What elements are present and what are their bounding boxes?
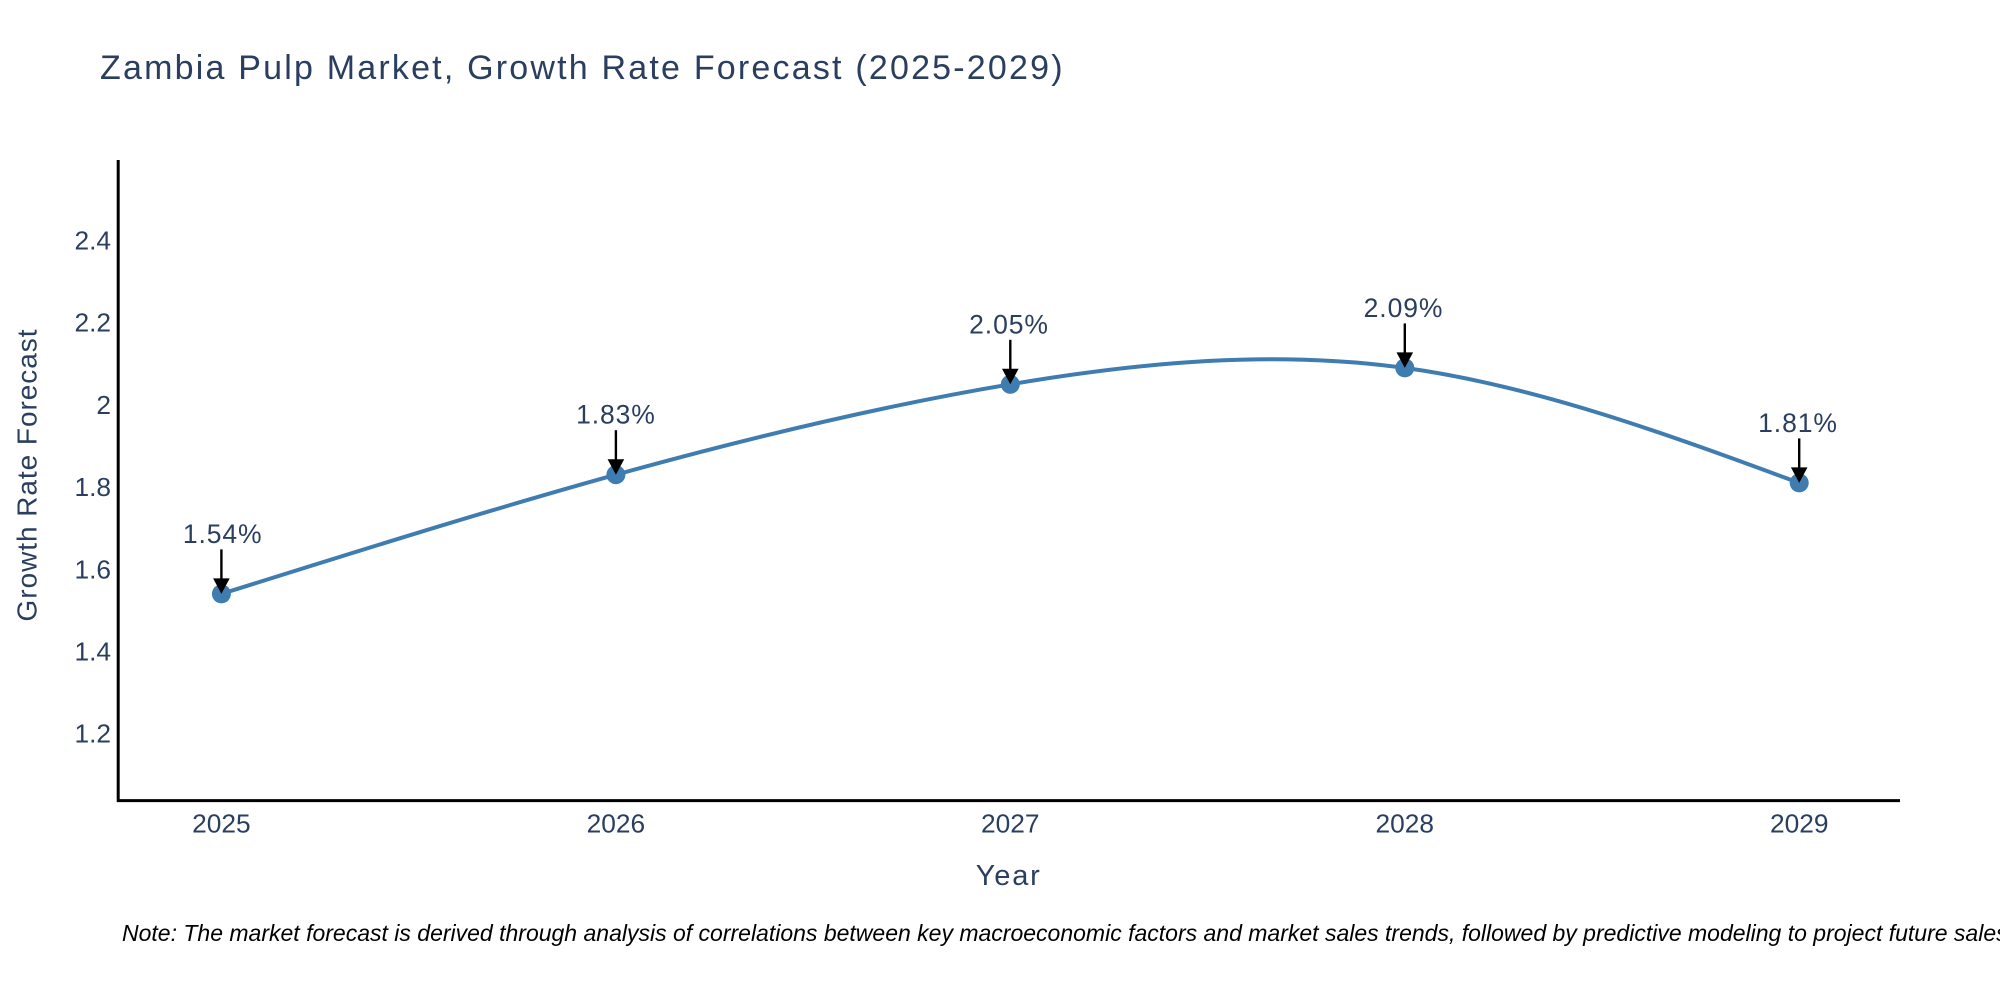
svg-text:2025: 2025 (192, 809, 251, 839)
svg-text:1.83%: 1.83% (576, 400, 656, 430)
svg-text:2.2: 2.2 (74, 308, 111, 338)
svg-text:2028: 2028 (1376, 809, 1435, 839)
svg-text:2026: 2026 (587, 809, 646, 839)
svg-text:Year: Year (976, 860, 1042, 892)
svg-text:2.4: 2.4 (74, 226, 111, 256)
svg-text:Note: The market forecast is d: Note: The market forecast is derived thr… (122, 920, 2000, 946)
svg-text:2029: 2029 (1770, 809, 1829, 839)
svg-text:2027: 2027 (981, 809, 1040, 839)
svg-text:1.6: 1.6 (74, 554, 111, 584)
svg-text:2.05%: 2.05% (969, 309, 1049, 339)
svg-text:1.2: 1.2 (74, 719, 111, 749)
svg-text:1.8: 1.8 (74, 472, 111, 502)
svg-text:1.81%: 1.81% (1758, 408, 1838, 438)
svg-text:2.09%: 2.09% (1364, 293, 1444, 323)
svg-text:1.4: 1.4 (74, 637, 111, 667)
svg-text:2: 2 (96, 390, 111, 420)
svg-text:Zambia Pulp Market, Growth Rat: Zambia Pulp Market, Growth Rate Forecast… (100, 49, 1065, 87)
svg-text:1.54%: 1.54% (183, 519, 263, 549)
svg-text:Growth Rate Forecast: Growth Rate Forecast (12, 329, 43, 622)
